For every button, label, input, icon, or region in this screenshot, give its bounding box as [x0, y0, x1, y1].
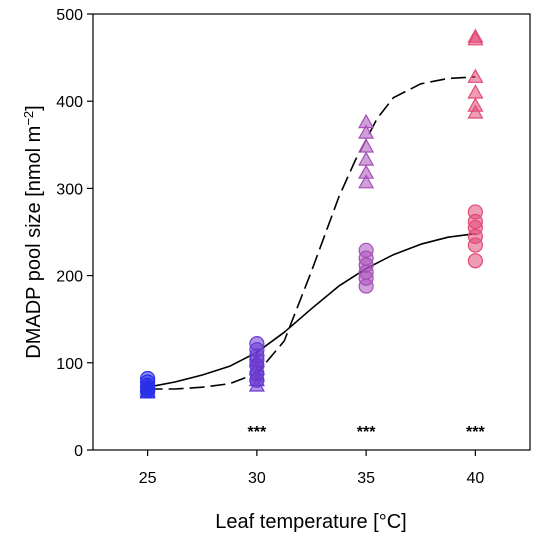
y-tick-label: 100: [56, 356, 83, 373]
significance-annotations: *** *** ***: [248, 424, 486, 441]
y-tick-label: 400: [56, 94, 83, 111]
triangle-point: [139, 384, 156, 399]
significance-label: ***: [357, 424, 376, 441]
circle-point: [358, 278, 374, 294]
y-tick-label: 500: [56, 7, 83, 24]
dashed-fit-line: [147, 76, 476, 390]
significance-label: ***: [248, 424, 267, 441]
x-tick-label: 30: [248, 470, 266, 487]
x-tick-label: 25: [139, 470, 157, 487]
triangle-point: [467, 68, 484, 83]
x-axis-title: Leaf temperature [°C]: [215, 511, 406, 533]
triangle-point: [358, 138, 375, 153]
y-axis-title: DMADP pool size [nmol m−2]: [21, 105, 45, 358]
fit-lines: [147, 76, 476, 390]
plot-frame: [92, 13, 531, 451]
triangle-point: [467, 84, 484, 99]
x-tick-label: 40: [466, 470, 484, 487]
triangle-point: [248, 377, 265, 392]
significance-label: ***: [466, 424, 485, 441]
y-axis: 0 100 200 300 400 500: [56, 7, 93, 460]
triangle-point: [467, 104, 484, 119]
y-tick-label: 0: [74, 443, 83, 460]
y-axis-title-sup: −2: [21, 111, 36, 126]
circle-point: [467, 237, 483, 253]
x-tick-label: 35: [357, 470, 375, 487]
circle-point: [467, 253, 483, 269]
y-axis-title-end: ]: [23, 105, 45, 111]
triangle-point: [467, 31, 484, 46]
triangle-point: [358, 124, 375, 139]
x-axis: 25 30 35 40: [139, 450, 484, 487]
solid-fit-line: [147, 232, 476, 388]
y-tick-label: 200: [56, 269, 83, 286]
data-points: [139, 28, 484, 399]
y-axis-title-main: DMADP pool size [nmol m: [23, 126, 45, 359]
y-tick-label: 300: [56, 181, 83, 198]
triangle-point: [358, 151, 375, 166]
triangle-point: [358, 174, 375, 189]
